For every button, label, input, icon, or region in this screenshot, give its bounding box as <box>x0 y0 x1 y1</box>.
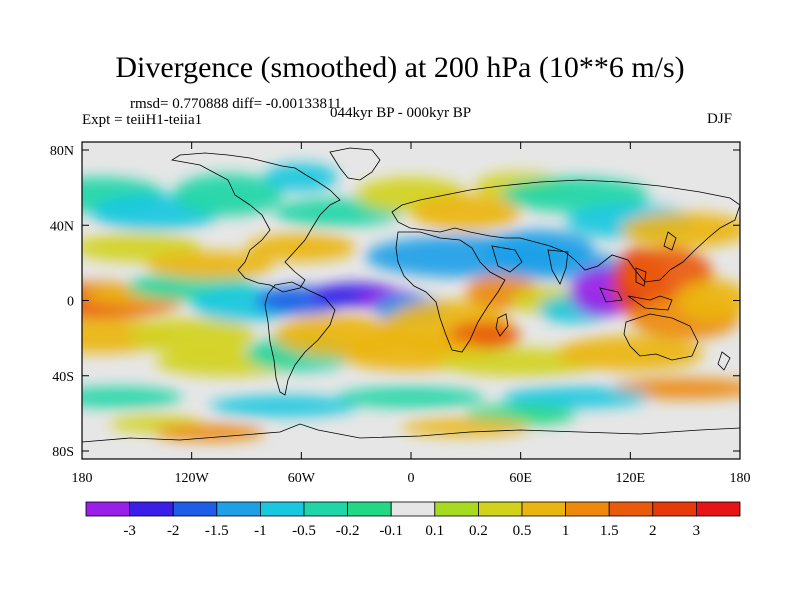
colorbar-label: 0.2 <box>469 523 488 539</box>
divergence-field <box>82 163 740 442</box>
colorbar-swatch <box>652 501 697 517</box>
colorbar-label: 0.1 <box>425 523 444 539</box>
colorbar-label: -1.5 <box>205 523 229 539</box>
colorbar-label: 2 <box>649 523 657 539</box>
field-blob <box>127 318 256 354</box>
colorbar-swatch <box>85 501 130 517</box>
season-label: DJF <box>707 111 733 127</box>
field-blob <box>411 194 521 231</box>
colorbar-label: 3 <box>693 523 701 539</box>
y-tick-label: 80S <box>52 445 74 460</box>
colorbar-swatch <box>216 501 261 517</box>
field-blob <box>209 395 357 417</box>
colorbar-swatch <box>477 501 523 517</box>
colorbar-swatch <box>172 501 218 517</box>
colorbar-label: 1.5 <box>600 523 619 539</box>
field-blob <box>337 386 485 408</box>
y-tick-label: 40N <box>50 219 74 234</box>
field-blob <box>173 173 284 216</box>
y-tick-label: 40S <box>52 370 74 385</box>
field-blob <box>264 163 338 192</box>
x-tick-label: 0 <box>408 471 415 486</box>
colorbar-label: -1 <box>254 523 267 539</box>
y-tick-label: 80N <box>50 144 74 159</box>
x-axis: 180 120W 60W 0 60E 120E 180 <box>72 142 751 486</box>
field-blob <box>82 386 183 408</box>
y-tick-label: 0 <box>67 295 74 310</box>
x-tick-label: 180 <box>72 471 93 486</box>
x-tick-label: 180 <box>730 471 751 486</box>
colorbar-label: 1 <box>562 523 570 539</box>
colorbar-swatch <box>259 501 305 517</box>
colorbar-swatch <box>434 501 479 517</box>
field-blob <box>557 335 704 371</box>
x-tick-label: 120E <box>616 471 646 486</box>
colorbar-swatch <box>608 501 654 517</box>
colorbar: -3 -2 -1.5 -1 -0.5 -0.2 -0.1 0.1 0.2 0.5 1 1.5 2 3 <box>85 501 741 539</box>
field-blob <box>621 212 740 248</box>
field-blob <box>502 177 649 213</box>
colorbar-label: -2 <box>167 523 180 539</box>
chart-title: Divergence (smoothed) at 200 hPa (10**6 … <box>115 51 685 84</box>
field-blob <box>246 233 357 262</box>
colorbar-swatch <box>129 501 174 517</box>
colorbar-label: -3 <box>123 523 136 539</box>
colorbar-label: -0.5 <box>292 523 316 539</box>
colorbar-label: -0.2 <box>336 523 360 539</box>
x-tick-label: 60E <box>509 471 532 486</box>
x-tick-label: 120W <box>175 471 210 486</box>
stats-text: rmsd= 0.770888 diff= -0.00133811 <box>130 96 342 112</box>
colorbar-label: 0.5 <box>513 523 532 539</box>
colorbar-swatch <box>390 501 436 517</box>
colorbar-swatch <box>303 501 348 517</box>
field-blob <box>145 251 274 280</box>
colorbar-swatch <box>565 501 610 517</box>
x-tick-label: 60W <box>288 471 316 486</box>
field-blob <box>676 279 740 322</box>
period-label: 044kyr BP - 000kyr BP <box>330 105 472 121</box>
colorbar-swatch <box>347 501 392 517</box>
experiment-label: Expt = teiiH1-teiia1 <box>82 112 203 128</box>
coastlines <box>82 147 740 443</box>
colorbar-swatch <box>521 501 566 517</box>
colorbar-label: -0.1 <box>379 523 403 539</box>
colorbar-swatch <box>696 501 741 517</box>
field-blob <box>502 386 649 408</box>
y-axis: 80N 40N 0 40S 80S <box>50 144 740 460</box>
field-blob <box>401 418 530 437</box>
field-blob <box>155 423 265 442</box>
